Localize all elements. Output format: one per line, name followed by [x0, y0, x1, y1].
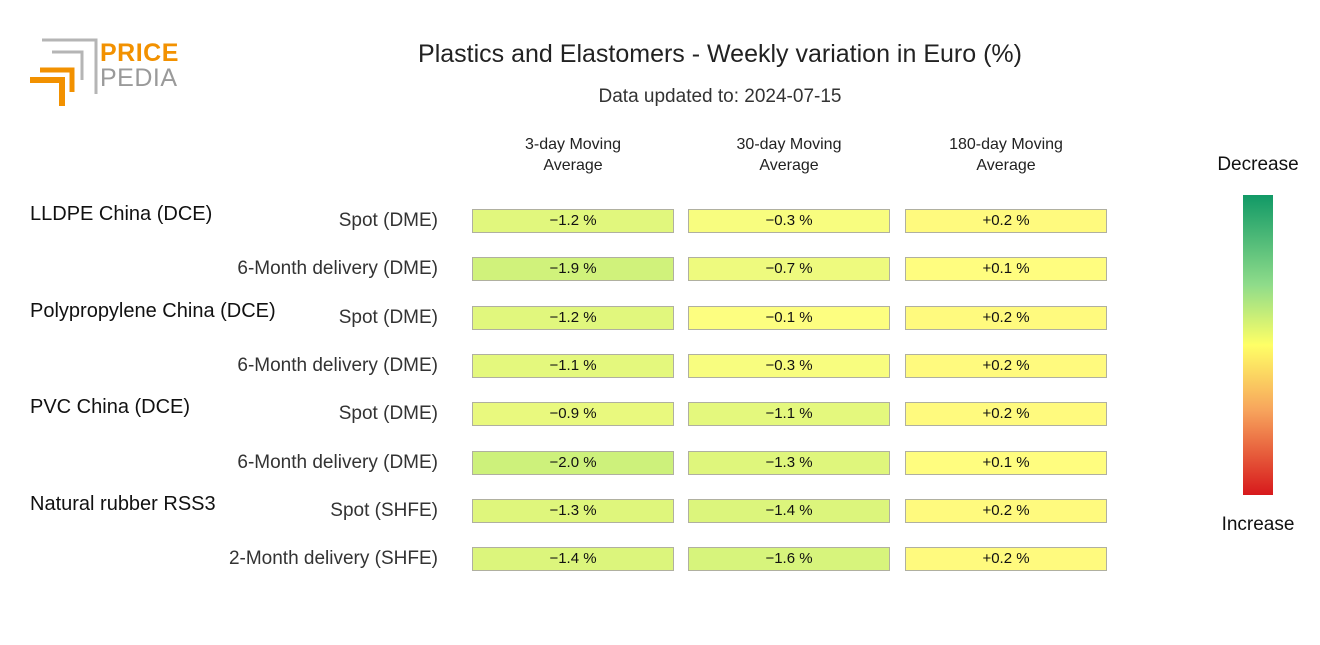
row-label: Spot (DME): [338, 306, 438, 328]
group-label: Natural rubber RSS3: [30, 492, 216, 515]
row-label: 2-Month delivery (SHFE): [228, 548, 438, 570]
chart-subtitle: Data updated to: 2024-07-15: [598, 86, 842, 107]
row-label: 6-Month delivery (DME): [237, 354, 438, 376]
value-cell: −1.2 %: [472, 305, 674, 330]
value-cell: +0.2 %: [905, 305, 1107, 330]
value-cell: −0.3 %: [688, 209, 890, 233]
value-cell: −2.0 %: [472, 450, 674, 475]
row-label: Spot (SHFE): [330, 499, 438, 521]
column-header: 30-day Moving Average: [736, 136, 842, 174]
logo-text-price: PRICE: [100, 39, 179, 67]
value-cell: +0.2 %: [905, 209, 1107, 233]
value-cell: −1.1 %: [688, 402, 890, 427]
value-cell: +0.2 %: [905, 498, 1107, 523]
value-cell: +0.2 %: [905, 402, 1107, 427]
logo-text-pedia: PEDIA: [100, 64, 178, 92]
pricepedia-logo: PRICE PEDIA: [28, 36, 188, 112]
value-cell: −0.3 %: [688, 353, 890, 378]
row-label: 6-Month delivery (DME): [237, 451, 438, 473]
value-cell: +0.1 %: [905, 450, 1107, 475]
row-label: Spot (DME): [338, 403, 438, 425]
value-cell: +0.2 %: [905, 547, 1107, 572]
column-header: 180-day Moving Average: [949, 136, 1063, 174]
group-label: PVC China (DCE): [30, 396, 191, 419]
color-scale-bar: [1243, 195, 1273, 495]
row-label: 6-Month delivery (DME): [237, 258, 438, 280]
column-header: 3-day Moving Average: [524, 136, 622, 174]
value-cell: −1.3 %: [472, 498, 674, 523]
value-cell: −1.9 %: [472, 257, 674, 282]
value-cell: −1.2 %: [472, 209, 674, 233]
value-cell: +0.2 %: [905, 353, 1107, 378]
value-cell: −1.4 %: [472, 547, 674, 572]
value-cell: −0.9 %: [472, 402, 674, 427]
value-cell: −0.7 %: [688, 257, 890, 282]
scale-top-label: Decrease: [1217, 154, 1299, 175]
value-cell: −1.4 %: [688, 498, 890, 523]
scale-bottom-label: Increase: [1221, 514, 1295, 535]
row-label: Spot (DME): [338, 210, 438, 231]
value-cell: +0.1 %: [905, 257, 1107, 282]
group-label: LLDPE China (DCE): [30, 203, 213, 225]
group-label: Polypropylene China (DCE): [30, 299, 276, 322]
chart-title: Plastics and Elastomers - Weekly variati…: [418, 40, 1022, 68]
value-cell: −1.6 %: [688, 547, 890, 572]
value-cell: −1.1 %: [472, 353, 674, 378]
value-cell: −1.3 %: [688, 450, 890, 475]
value-cell: −0.1 %: [688, 305, 890, 330]
logo-mark-icon: [30, 38, 98, 106]
